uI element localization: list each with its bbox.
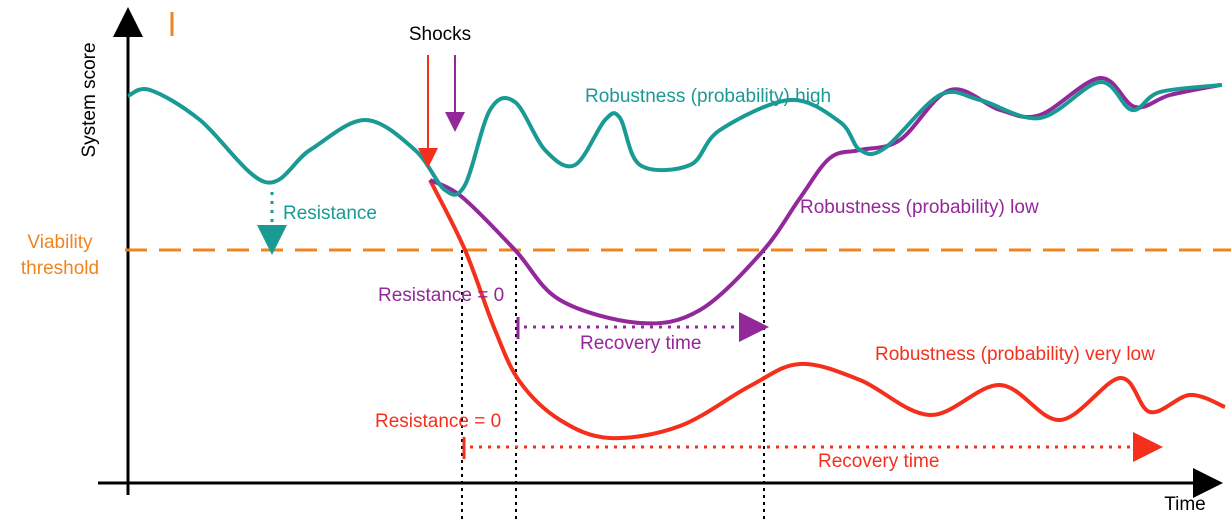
threshold-label: Viability [27,232,93,253]
curve-label: Robustness (probability) high [585,86,831,107]
recovery-label: Recovery time [818,451,939,472]
curve-label: Robustness (probability) low [800,197,1039,218]
very-low-curve [428,179,1226,441]
y-label: System score [79,42,100,157]
x-label: Time [1164,494,1206,515]
time-markers [461,250,765,519]
threshold-label: threshold [21,258,99,279]
curves [127,76,1226,441]
low-curve [429,76,1221,326]
shocks-label: Shocks [409,24,471,45]
resistance-label: Resistance = 0 [378,285,504,306]
resistance-label: Resistance [283,203,377,224]
high-curve [127,80,1223,197]
curve-label: Robustness (probability) very low [875,344,1155,365]
recovery-label: Recovery time [580,333,701,354]
resistance-label: Resistance = 0 [375,411,501,432]
